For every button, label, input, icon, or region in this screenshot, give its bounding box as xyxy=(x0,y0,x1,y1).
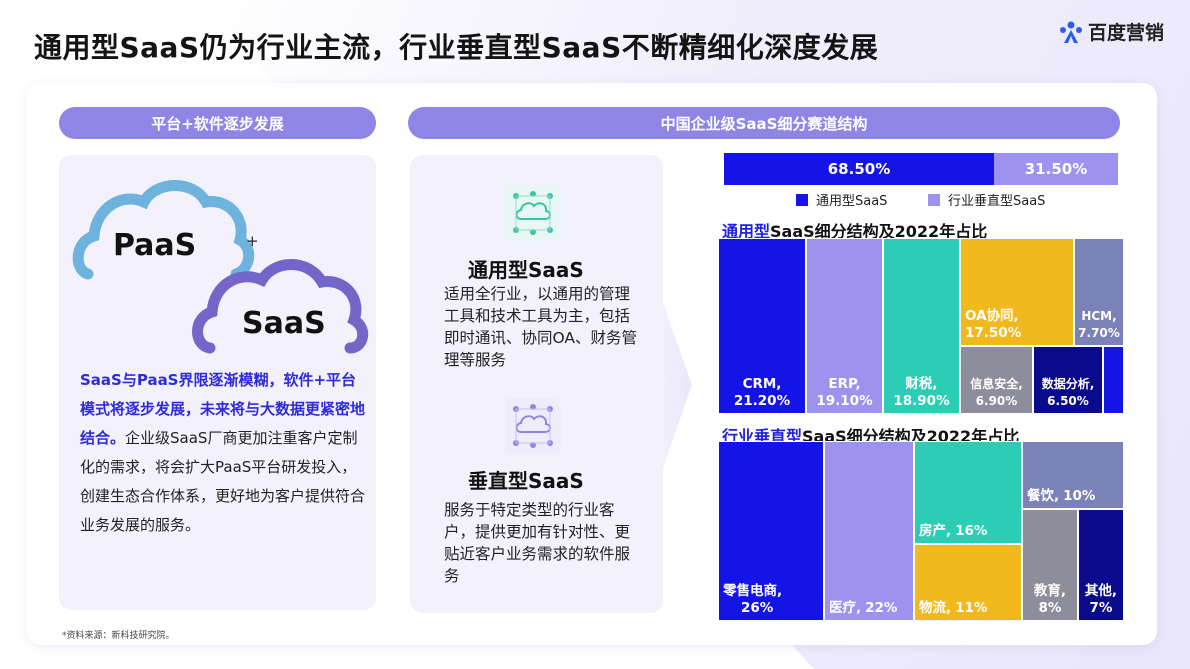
paas-cloud-icon xyxy=(72,180,255,280)
tile-hcm: HCM, 7.70% xyxy=(1074,238,1124,346)
tile-education-value: 8% xyxy=(1038,600,1062,616)
tile-realestate: 房产, 16% xyxy=(914,441,1022,544)
baidu-marketing-logo-icon xyxy=(1059,21,1082,43)
tile-catering-name: 餐饮, xyxy=(1027,488,1060,504)
tile-education-name: 教育, xyxy=(1033,583,1067,599)
paas-cloud-label: PaaS xyxy=(113,228,197,263)
legend-vertical: 行业垂直型SaaS xyxy=(928,190,1045,209)
legend-vertical-label: 行业垂直型SaaS xyxy=(948,194,1046,209)
tile-hcm-name: HCM, xyxy=(1081,309,1117,323)
intro-highlight: SaaS与PaaS界限逐渐模糊，软件+平台模式将逐步发展，未来将与大数据更紧密地… xyxy=(80,371,366,447)
tile-catering: 餐饮, 10% xyxy=(1022,441,1124,509)
vertical-saas-description: 服务于特定类型的行业客户，提供更加有针对性、更贴近客户业务需求的软件服务 xyxy=(444,501,631,585)
page-title: 通用型SaaS仍为行业主流，行业垂直型SaaS不断精细化深度发展 xyxy=(34,31,879,64)
tile-others-name: 其他, xyxy=(1084,583,1118,599)
tile-logistics-value: 11% xyxy=(955,600,988,616)
tile-logistics: 物流, 11% xyxy=(914,544,1022,621)
legend-vertical-swatch xyxy=(928,193,940,206)
general-title-prefix: 通用型 xyxy=(722,222,771,241)
general-title-suffix: SaaS细分结构及2022年占比 xyxy=(770,222,988,241)
plus-sign: + xyxy=(246,232,259,250)
general-saas-icon xyxy=(505,185,561,241)
tile-others: 其他, 7% xyxy=(1078,509,1124,621)
split-bar-vertical: 31.50% xyxy=(994,153,1118,185)
vertical-treemap: 零售电商, 26% 医疗, 22% 房产, 16% 物流, 11% 餐饮, 10% 教育,… xyxy=(718,441,1124,621)
general-treemap: CRM, 21.20% ERP, 19.10% 财税, 18.90% OA协同, 17.… xyxy=(718,238,1124,414)
tile-medical-name: 医疗, xyxy=(829,600,862,616)
tile-tax-name: 财税, xyxy=(905,376,938,392)
legend-general-label: 通用型SaaS xyxy=(816,194,888,209)
tile-others-value: 7% xyxy=(1089,600,1113,616)
tile-other-general xyxy=(1103,346,1124,414)
split-general-label: 68.50% xyxy=(827,160,891,178)
tile-education: 教育, 8% xyxy=(1022,509,1078,621)
tile-retail-name: 零售电商, xyxy=(723,583,783,599)
saas-cloud-icon xyxy=(192,259,369,354)
paas-saas-cloud-graphic xyxy=(72,180,369,354)
legend-general: 通用型SaaS xyxy=(796,190,887,209)
split-vertical-label: 31.50% xyxy=(1024,160,1088,178)
tile-erp-value: 19.10% xyxy=(816,393,873,409)
general-saas-description: 适用全行业，以通用的管理工具和技术工具为主，包括即时通讯、协同OA、财务管理等服… xyxy=(444,285,638,369)
tile-analytics-value: 6.50% xyxy=(1047,394,1089,408)
tile-medical-value: 22% xyxy=(865,600,898,616)
saas-cloud-label: SaaS xyxy=(242,306,326,341)
tile-oa: OA协同, 17.50% xyxy=(960,238,1074,346)
brand-logo: 百度营销 xyxy=(1058,18,1164,45)
tile-realestate-value: 16% xyxy=(955,523,988,539)
tile-hcm-value: 7.70% xyxy=(1078,326,1120,340)
tile-tax: 财税, 18.90% xyxy=(883,238,960,414)
tile-erp: ERP, 19.10% xyxy=(806,238,883,414)
left-section-header: 平台+软件逐步发展 xyxy=(59,107,376,139)
intro-paragraph: SaaS与PaaS界限逐渐模糊，软件+平台模式将逐步发展，未来将与大数据更紧密地… xyxy=(80,366,368,540)
tile-security-value: 6.90% xyxy=(975,394,1018,408)
tile-oa-name: OA协同, xyxy=(965,308,1019,324)
tile-medical: 医疗, 22% xyxy=(824,441,914,621)
platform-card xyxy=(59,155,376,610)
tile-retail-value: 26% xyxy=(741,600,774,616)
tile-crm: CRM, 21.20% xyxy=(718,238,806,414)
split-bar-general: 68.50% xyxy=(724,153,994,185)
tile-crm-name: CRM, xyxy=(742,376,782,392)
logo-text: 百度营销 xyxy=(1087,22,1164,44)
tile-retail: 零售电商, 26% xyxy=(718,441,824,621)
vertical-saas-icon xyxy=(505,398,561,454)
tile-realestate-name: 房产, xyxy=(919,523,952,539)
tile-crm-value: 21.20% xyxy=(733,393,791,409)
tile-oa-value: 17.50% xyxy=(965,325,1022,341)
tile-catering-value: 10% xyxy=(1063,488,1096,504)
tile-security: 信息安全, 6.90% xyxy=(960,346,1033,414)
vertical-saas-title: 垂直型SaaS xyxy=(468,469,584,493)
right-section-header: 中国企业级SaaS细分赛道结构 xyxy=(408,107,1120,139)
general-saas-title: 通用型SaaS xyxy=(468,258,584,282)
tile-security-name: 信息安全, xyxy=(970,377,1023,391)
source-note: *资料来源：新科技研究院。 xyxy=(62,631,175,641)
legend-general-swatch xyxy=(796,193,808,206)
general-structure-title: 通用型SaaS细分结构及2022年占比 xyxy=(722,218,987,242)
tile-logistics-name: 物流, xyxy=(919,600,952,616)
tile-tax-value: 18.90% xyxy=(893,393,950,409)
intro-body: 企业级SaaS厂商更加注重客户定制化的需求，将会扩大PaaS平台研发投入，创建生… xyxy=(80,429,366,534)
tile-analytics-name: 数据分析, xyxy=(1041,377,1095,391)
tile-erp-name: ERP, xyxy=(828,376,861,392)
tile-analytics: 数据分析, 6.50% xyxy=(1033,346,1103,414)
